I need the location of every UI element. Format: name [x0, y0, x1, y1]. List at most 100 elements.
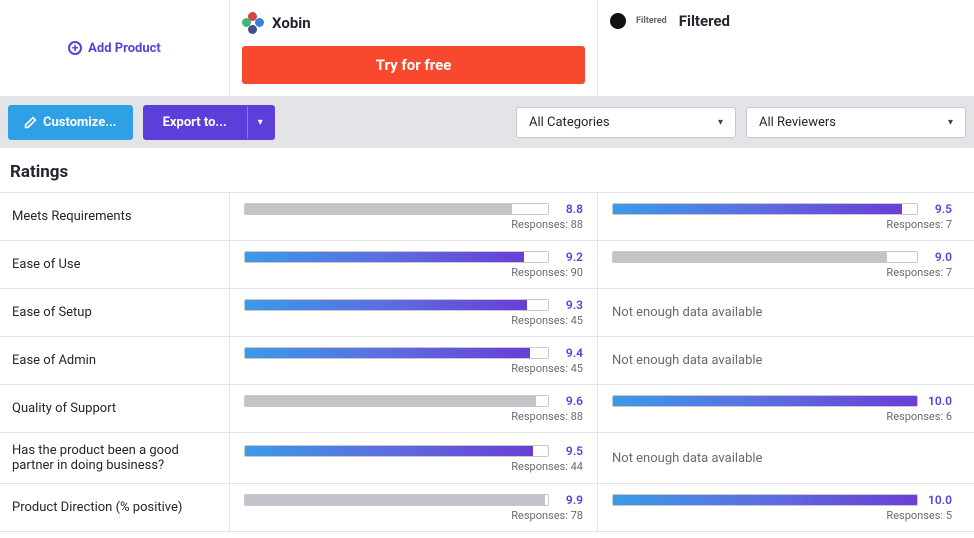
ratings-row: Product Direction (% positive) 9.9 Respo… — [0, 484, 974, 532]
product-2-title[interactable]: Filtered Filtered — [610, 12, 954, 30]
rating-bar-line: 9.5 — [612, 202, 952, 216]
rating-bar-fill — [613, 252, 887, 262]
rating-score: 9.6 — [557, 394, 583, 408]
ratings-row: Ease of Setup 9.3 Responses: 45 Not enou… — [0, 289, 974, 337]
ratings-row: Meets Requirements 8.8 Responses: 88 9.5… — [0, 193, 974, 241]
reviewers-dropdown-label: All Reviewers — [759, 115, 836, 130]
rating-bar-fill — [613, 495, 917, 505]
rating-cell-product-1: 9.4 Responses: 45 — [230, 337, 598, 384]
rating-bar-fill — [245, 446, 533, 456]
rating-bar-fill — [245, 204, 512, 214]
try-for-free-button[interactable]: Try for free — [242, 46, 585, 84]
responses-count: Responses: 6 — [612, 410, 952, 423]
rating-bar — [244, 347, 549, 359]
rating-bar — [612, 494, 918, 506]
rating-bar-line: 9.5 — [244, 444, 583, 458]
responses-count: Responses: 7 — [612, 266, 952, 279]
rating-bar-line: 9.9 — [244, 493, 583, 507]
rating-cell-product-1: 9.6 Responses: 88 — [230, 385, 598, 432]
responses-count: Responses: 78 — [244, 509, 583, 522]
rating-score: 9.0 — [926, 250, 952, 264]
categories-dropdown[interactable]: All Categories ▾ — [516, 107, 736, 138]
rating-score: 10.0 — [926, 493, 952, 507]
rating-cell-product-2: Not enough data available — [598, 337, 966, 384]
rating-cell-product-2: Not enough data available — [598, 433, 966, 483]
ratings-row: Quality of Support 9.6 Responses: 88 10.… — [0, 385, 974, 433]
customize-label: Customize... — [43, 115, 117, 130]
rating-bar — [244, 494, 549, 506]
rating-bar-fill — [245, 495, 545, 505]
rating-score: 9.3 — [557, 298, 583, 312]
rating-cell-product-2: 10.0 Responses: 6 — [598, 385, 966, 432]
not-enough-data: Not enough data available — [612, 305, 952, 320]
rating-cell-product-2: 9.0 Responses: 7 — [598, 241, 966, 288]
rating-bar-line: 9.2 — [244, 250, 583, 264]
rating-score: 9.2 — [557, 250, 583, 264]
rating-cell-product-2: Not enough data available — [598, 289, 966, 336]
rating-bar-line: 10.0 — [612, 493, 952, 507]
rating-bar — [244, 203, 549, 215]
rating-bar-fill — [245, 348, 530, 358]
customize-button[interactable]: Customize... — [8, 105, 133, 140]
rating-cell-product-2: 9.5 Responses: 7 — [598, 193, 966, 240]
rating-score: 9.4 — [557, 346, 583, 360]
filtered-logo-icon — [610, 13, 626, 29]
rating-score: 9.5 — [926, 202, 952, 216]
responses-count: Responses: 88 — [244, 218, 583, 231]
rating-bar — [244, 395, 549, 407]
responses-count: Responses: 45 — [244, 362, 583, 375]
rating-bar — [244, 445, 549, 457]
rating-bar — [612, 395, 918, 407]
product-1-title[interactable]: Xobin — [242, 12, 585, 34]
not-enough-data: Not enough data available — [612, 353, 952, 368]
rating-label: Quality of Support — [0, 385, 230, 432]
rating-cell-product-1: 9.3 Responses: 45 — [230, 289, 598, 336]
rating-score: 9.9 — [557, 493, 583, 507]
rating-label: Ease of Use — [0, 241, 230, 288]
rating-bar — [612, 251, 918, 263]
rating-label: Has the product been a good partner in d… — [0, 433, 230, 483]
ratings-section-title: Ratings — [0, 148, 974, 192]
responses-count: Responses: 88 — [244, 410, 583, 423]
export-button-group: Export to... ▾ — [143, 105, 275, 140]
responses-count: Responses: 7 — [612, 218, 952, 231]
ratings-row: Ease of Admin 9.4 Responses: 45 Not enou… — [0, 337, 974, 385]
rating-cell-product-2: 10.0 Responses: 5 — [598, 484, 966, 531]
edit-icon — [24, 116, 37, 129]
categories-dropdown-label: All Categories — [529, 115, 610, 130]
responses-count: Responses: 5 — [612, 509, 952, 522]
export-button[interactable]: Export to... — [143, 105, 247, 140]
export-dropdown-toggle[interactable]: ▾ — [247, 105, 275, 140]
toolbar: Customize... Export to... ▾ All Categori… — [0, 97, 974, 148]
add-product-button[interactable]: + Add Product — [68, 41, 161, 56]
reviewers-dropdown[interactable]: All Reviewers ▾ — [746, 107, 966, 138]
rating-score: 10.0 — [926, 394, 952, 408]
product-1-name: Xobin — [272, 14, 311, 32]
rating-bar-line: 10.0 — [612, 394, 952, 408]
xobin-logo-icon — [242, 12, 264, 34]
responses-count: Responses: 90 — [244, 266, 583, 279]
rating-bar-line: 9.6 — [244, 394, 583, 408]
rating-cell-product-1: 9.2 Responses: 90 — [230, 241, 598, 288]
rating-cell-product-1: 8.8 Responses: 88 — [230, 193, 598, 240]
rating-label: Meets Requirements — [0, 193, 230, 240]
ratings-table: Meets Requirements 8.8 Responses: 88 9.5… — [0, 192, 974, 532]
rating-bar — [244, 251, 549, 263]
product-1-header: Xobin Try for free — [230, 0, 598, 96]
not-enough-data: Not enough data available — [612, 451, 952, 466]
responses-count: Responses: 45 — [244, 314, 583, 327]
rating-bar-line: 8.8 — [244, 202, 583, 216]
add-product-cell: + Add Product — [0, 0, 230, 96]
rating-bar-fill — [245, 252, 524, 262]
ratings-row: Has the product been a good partner in d… — [0, 433, 974, 484]
rating-bar — [244, 299, 549, 311]
rating-bar-fill — [245, 300, 527, 310]
rating-bar-line: 9.4 — [244, 346, 583, 360]
rating-bar-line: 9.0 — [612, 250, 952, 264]
rating-cell-product-1: 9.5 Responses: 44 — [230, 433, 598, 483]
rating-bar-fill — [613, 396, 917, 406]
product-2-header: Filtered Filtered — [598, 0, 966, 96]
rating-score: 8.8 — [557, 202, 583, 216]
rating-score: 9.5 — [557, 444, 583, 458]
chevron-down-icon: ▾ — [948, 117, 953, 128]
